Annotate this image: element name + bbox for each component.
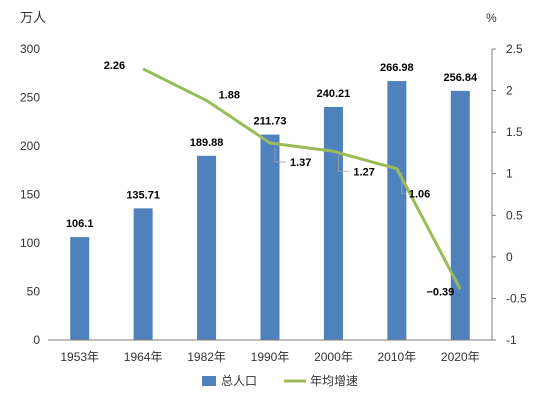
left-tick-label: 0 xyxy=(33,333,40,347)
legend-swatch-bar xyxy=(202,376,216,386)
bar xyxy=(70,237,90,340)
left-tick-label: 150 xyxy=(20,188,40,202)
bar-value-label: 135.71 xyxy=(126,189,160,201)
bar-value-label: 211.73 xyxy=(253,116,286,128)
left-tick-label: 200 xyxy=(20,139,40,153)
bar-value-label: 256.84 xyxy=(443,72,478,84)
legend-label-bar: 总人口 xyxy=(221,374,257,388)
left-axis: 万人 0 50 100 150 200 250 300 xyxy=(20,10,46,347)
line-value-label: 1.06 xyxy=(409,189,430,201)
right-tick-label: -1 xyxy=(506,333,517,347)
right-tick-label: 0.5 xyxy=(506,208,523,222)
line-series: 2.26 1.88 1.37 1.27 1.06 −0.39 xyxy=(104,60,462,298)
left-tick-label: 100 xyxy=(20,236,40,250)
bar-value-label: 266.98 xyxy=(380,62,414,74)
line-value-label: 1.37 xyxy=(290,157,311,169)
legend-label-line: 年均增速 xyxy=(310,374,358,388)
leader-line xyxy=(274,146,286,163)
growth-line xyxy=(142,67,462,290)
category-label: 2000年 xyxy=(314,350,353,364)
leader-line xyxy=(401,172,405,195)
leader-line xyxy=(338,155,350,172)
right-axis-unit: % xyxy=(486,11,497,25)
category-label: 1982年 xyxy=(187,350,226,364)
bar-value-label: 106.1 xyxy=(66,218,94,230)
line-value-label: 1.27 xyxy=(353,166,374,178)
category-label: 1953年 xyxy=(60,350,99,364)
legend: 总人口 年均增速 xyxy=(202,374,358,388)
right-tick-label: 0 xyxy=(506,250,513,264)
x-axis: 1953年 1964年 1982年 1990年 2000年 2010年 2020年 xyxy=(48,339,492,364)
bar xyxy=(133,208,153,340)
bar-value-label: 240.21 xyxy=(317,88,351,100)
right-tick-label: -0.5 xyxy=(506,291,527,305)
right-tick-label: 1 xyxy=(506,167,513,181)
category-label: 2010年 xyxy=(378,350,417,364)
bar xyxy=(450,90,470,340)
right-tick-label: 2 xyxy=(506,84,513,98)
category-label: 1964年 xyxy=(124,350,163,364)
right-axis: % -1 -0.5 0 0.5 1 1.5 2 2.5 xyxy=(486,11,527,347)
left-tick-label: 250 xyxy=(20,91,40,105)
bar xyxy=(387,81,407,340)
bar xyxy=(260,134,280,340)
category-label: 2020年 xyxy=(441,350,480,364)
line-value-label: 1.88 xyxy=(219,90,240,102)
bar-value-label: 189.88 xyxy=(190,137,224,149)
bar xyxy=(197,155,217,340)
category-label: 1990年 xyxy=(251,350,290,364)
left-axis-unit: 万人 xyxy=(20,10,46,25)
line-value-label: 2.26 xyxy=(104,60,125,72)
right-tick-label: 1.5 xyxy=(506,125,523,139)
line-value-label: −0.39 xyxy=(426,286,454,298)
left-tick-label: 50 xyxy=(27,285,41,299)
bar xyxy=(323,106,343,340)
bar-series: 106.1 135.71 189.88 211.73 240.21 266.98 256.8… xyxy=(66,62,478,340)
right-tick-label: 2.5 xyxy=(506,42,523,56)
left-tick-label: 300 xyxy=(20,42,40,56)
